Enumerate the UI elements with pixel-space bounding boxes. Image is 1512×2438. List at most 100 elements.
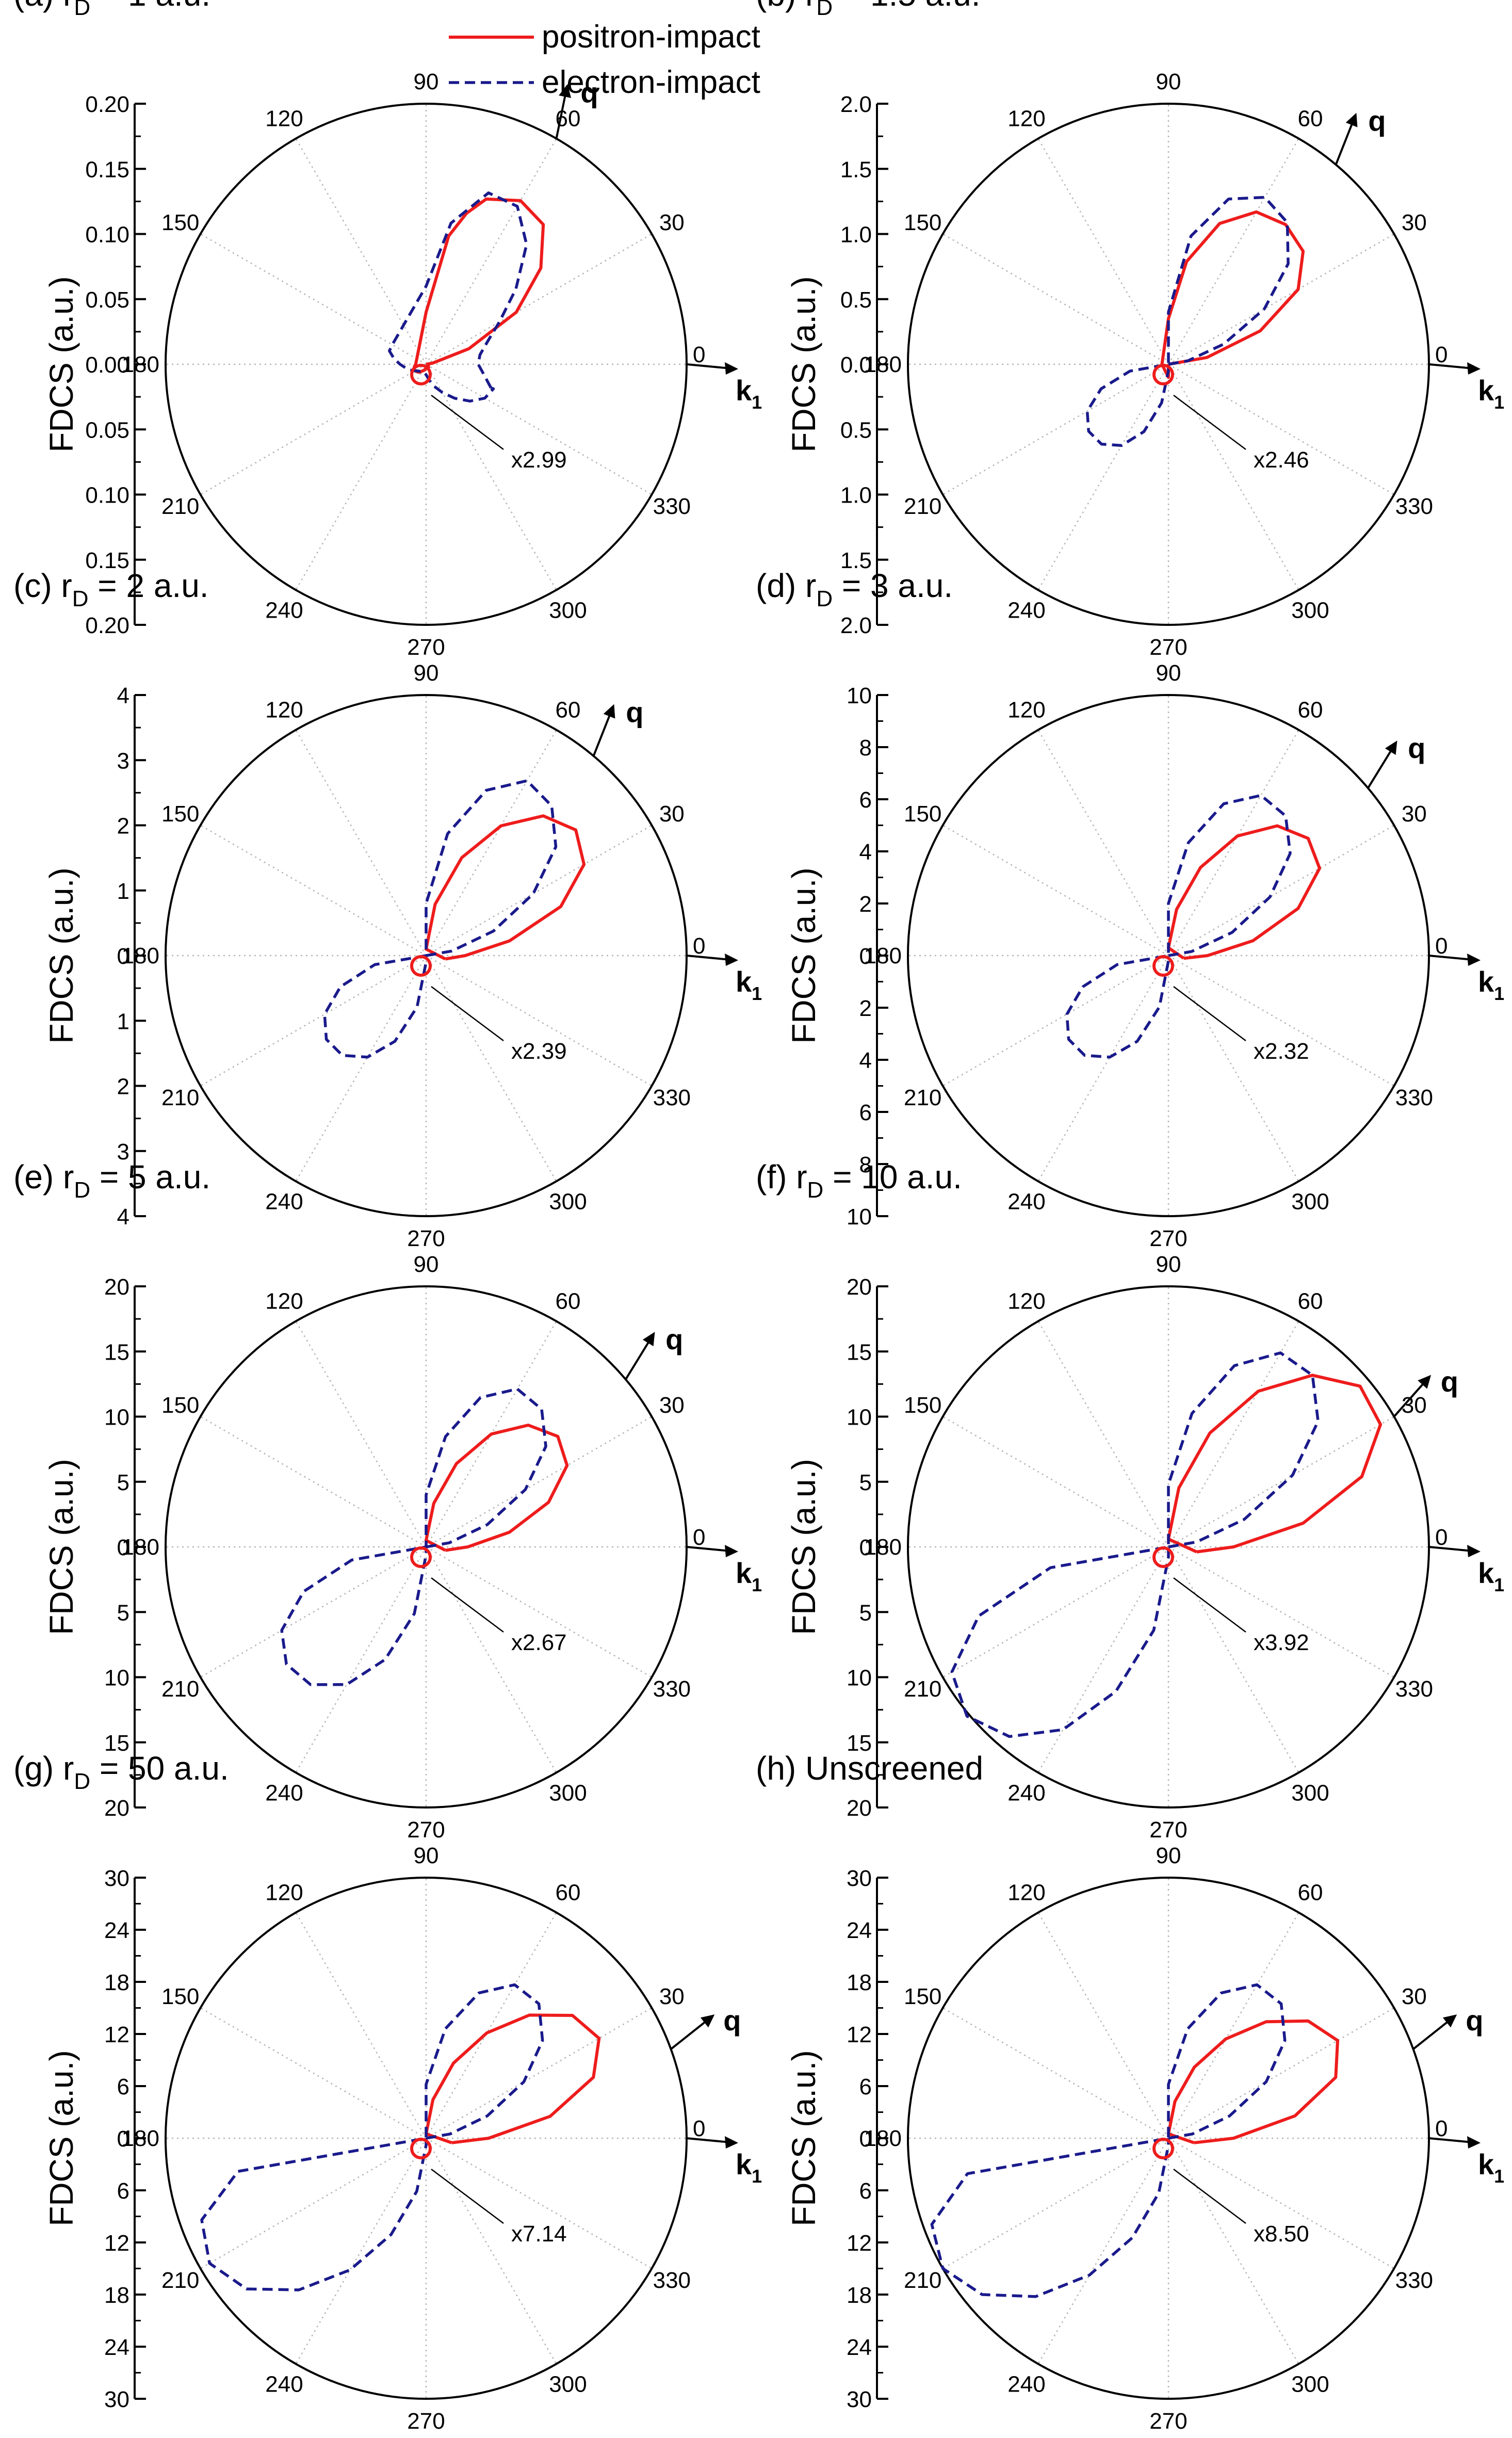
scale-factor-label: x2.46: [1254, 447, 1309, 473]
q-arrow-head: [1442, 2014, 1457, 2028]
grid-spoke: [295, 364, 427, 590]
grid-spoke: [1168, 233, 1394, 365]
k1-arrow-head: [1467, 954, 1481, 966]
q-arrow-head: [603, 704, 615, 719]
positron-backward-loop: [1152, 364, 1174, 385]
positron-backward-loop: [1152, 2138, 1174, 2159]
grid-spoke: [426, 825, 652, 957]
angle-label: 210: [904, 2268, 941, 2293]
angle-label: 120: [1007, 1880, 1045, 1906]
tick-label: 0: [859, 2126, 872, 2152]
grid-spoke: [425, 1912, 557, 2139]
angle-label: 60: [1298, 106, 1323, 132]
positron-backward-loop: [1152, 1546, 1174, 1568]
grid-spoke: [426, 2137, 652, 2269]
tick-label: 15: [104, 1339, 129, 1365]
grid-spoke: [942, 1546, 1169, 1678]
grid-spoke: [1037, 138, 1169, 365]
angle-label: 240: [265, 598, 303, 623]
angle-label: 150: [161, 210, 199, 235]
tick-label: 10: [847, 683, 872, 708]
y-axis-label: FDCS (a.u.): [43, 2050, 80, 2226]
grid-spoke: [942, 2007, 1169, 2139]
tick-label: 10: [847, 1405, 872, 1430]
angle-label: 0: [693, 1525, 705, 1550]
panel-b: 03060901201501802102402703003302.01.51.0…: [756, 0, 1504, 660]
tick-label: 2.0: [840, 613, 872, 638]
angle-label: 90: [414, 69, 439, 94]
panel-label: (f) rD = 10 a.u.: [756, 1158, 962, 1203]
tick-label: 18: [847, 2283, 872, 2308]
grid-spoke: [1037, 1546, 1169, 1773]
k1-arrow-head: [725, 1545, 738, 1557]
scale-factor-label: x2.32: [1254, 1039, 1309, 1064]
k1-arrow-shaft: [1428, 955, 1473, 961]
tick-label: 2: [117, 814, 129, 839]
angle-label: 90: [414, 1252, 439, 1277]
positron-curve: [1160, 210, 1305, 379]
angle-label: 120: [1007, 1289, 1045, 1314]
panel-label: (e) rD = 5 a.u.: [13, 1158, 210, 1203]
angle-label: 270: [407, 1226, 445, 1251]
k1-arrow-head: [725, 2136, 738, 2149]
electron-curve: [950, 1351, 1320, 1738]
k1-arrow-head: [1467, 362, 1481, 375]
grid-spoke: [1168, 825, 1394, 957]
grid-spoke: [1167, 1546, 1299, 1773]
panel-d: 0306090120150180210240270300330108642024…: [756, 567, 1504, 1251]
electron-curve: [930, 1983, 1287, 2298]
angle-label: 300: [549, 598, 587, 623]
grid-spoke: [1037, 364, 1169, 590]
positron-backward-loop: [410, 364, 432, 385]
tick-label: 12: [104, 2022, 129, 2047]
y-axis-label: FDCS (a.u.): [785, 2050, 822, 2226]
scale-leader: [1173, 986, 1246, 1041]
angle-label: 90: [414, 660, 439, 686]
tick-label: 2: [859, 996, 872, 1021]
tick-label: 10: [847, 1204, 872, 1230]
scale-factor-label: x7.14: [511, 2221, 567, 2247]
grid-spoke: [425, 1546, 557, 1773]
tick-label: 6: [859, 1100, 872, 1125]
angle-label: 240: [1007, 598, 1045, 623]
grid-spoke: [1167, 1321, 1299, 1547]
k1-label: k1: [1478, 965, 1504, 1004]
tick-label: 1: [117, 879, 129, 904]
grid-spoke: [200, 955, 427, 1087]
angle-label: 270: [407, 2409, 445, 2434]
scale-factor-label: x2.99: [511, 447, 567, 473]
k1-label: k1: [1478, 1557, 1504, 1595]
grid-spoke: [1037, 2138, 1169, 2364]
positron-curve: [1167, 1374, 1383, 1554]
legend-electron-label: electron-impact: [542, 64, 760, 100]
tick-label: 24: [104, 2335, 129, 2360]
scale-factor-label: x2.39: [511, 1039, 567, 1064]
tick-label: 30: [847, 2387, 872, 2412]
angle-label: 330: [653, 1676, 691, 1702]
grid-spoke: [942, 825, 1169, 957]
k1-arrow-head: [725, 362, 738, 375]
q-arrow-head: [642, 1332, 655, 1347]
tick-label: 1.5: [840, 548, 872, 573]
panel-e: 0306090120150180210240270300330201510505…: [13, 1158, 762, 1843]
grid-spoke: [1037, 955, 1169, 1182]
grid-spoke: [200, 1416, 427, 1548]
tick-label: 1.5: [840, 157, 872, 182]
angle-label: 300: [1291, 1780, 1329, 1805]
angle-label: 30: [659, 210, 685, 235]
angle-label: 120: [265, 106, 303, 132]
tick-label: 3: [117, 1139, 129, 1165]
tick-label: 0.5: [840, 417, 872, 443]
k1-arrow-shaft: [686, 1546, 731, 1552]
tick-label: 1.0: [840, 483, 872, 508]
tick-label: 6: [859, 2074, 872, 2100]
angle-label: 210: [161, 1085, 199, 1110]
angle-label: 0: [1435, 1525, 1448, 1550]
panel-label: (a) rD = 1 a.u.: [13, 0, 210, 20]
tick-label: 0: [859, 1535, 872, 1560]
q-label: q: [1408, 732, 1425, 764]
panel-a: 03060901201501802102402703003300.200.150…: [13, 0, 762, 660]
tick-label: 5: [859, 1600, 872, 1625]
angle-label: 90: [1156, 1843, 1181, 1868]
grid-spoke: [200, 1546, 427, 1678]
